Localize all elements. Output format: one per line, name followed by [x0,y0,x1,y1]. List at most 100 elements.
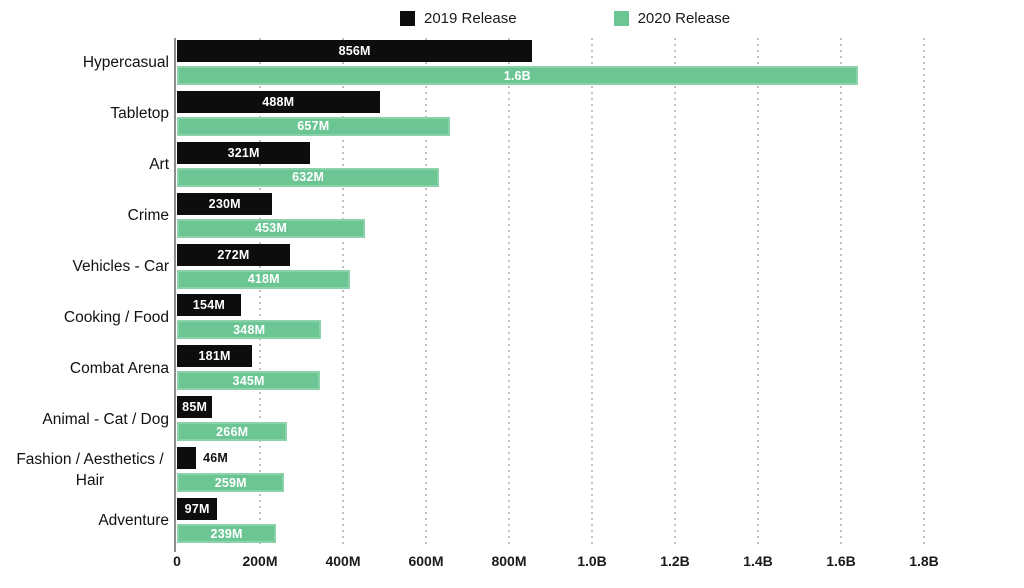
category-label-text: Fashion / Aesthetics / Hair [16,451,164,489]
bar-value-label: 230M [208,196,241,211]
category-label-crime: Crime [0,191,169,242]
category-label-combat-arena: Combat Arena [0,343,169,394]
bar-2019: 856M [177,40,533,62]
category-label-cooking-food: Cooking / Food [0,292,169,343]
bar-2019: 85M [177,396,213,419]
bar-value-label: 259M [214,475,247,490]
bar-value-label: 488M [262,94,295,109]
gridline [591,38,593,547]
x-tick-label: 200M [242,553,278,569]
category-label-text: Hypercasual [82,54,169,72]
legend-item-2019-release: 2019 Release [400,11,517,26]
legend-label-2020: 2020 Release [637,10,731,27]
category-label-text: Combat Arena [69,359,169,377]
bar-2020: 418M [177,269,351,289]
bar-value-label: 418M [247,272,280,287]
bar-value-label: 46M [203,451,228,466]
x-tick-label: 1.0B [577,553,607,569]
category-label-text: Adventure [98,512,169,530]
x-tick-label: 1.8B [909,553,939,569]
bar-value-label: 345M [232,373,265,388]
bar-2019: 97M [177,498,218,521]
category-axis: Hypercasual Tabletop Art Crime Vehicles … [0,38,169,547]
category-label-hypercasual: Hypercasual [0,38,169,89]
bar-group-tabletop: 488M 657M [177,89,924,140]
bar-value-label: 272M [217,247,250,262]
category-label-art: Art [0,140,169,191]
bar-value-label: 453M [254,221,288,236]
bar-group-fashion-aesthetics-hair: 46M 259M [177,445,924,496]
category-label-vehicles-car: Vehicles - Car [0,242,169,293]
bar-2019: 230M [177,192,273,215]
x-tick-label: 800M [491,553,527,569]
bar-2020: 239M [177,524,277,544]
bar-value-label: 632M [292,170,325,185]
bar-value-label: 1.6B [503,68,531,83]
category-label-text: Cooking / Food [63,308,169,326]
bar-group-hypercasual: 856M 1.6B [177,38,924,89]
bar-2020: 259M [177,473,285,493]
bar-2020: 632M [177,167,440,187]
bar-2019: 272M [177,243,290,266]
x-tick-label: 1.6B [826,553,856,569]
bar-value-label: 348M [233,322,266,337]
x-tick-label: 600M [408,553,444,569]
bar-value-label: 154M [192,298,225,313]
bar-group-vehicles-car: 272M 418M [177,242,924,293]
bar-value-label: 266M [216,424,249,439]
x-tick-label: 1.4B [743,553,773,569]
category-label-fashion-aesthetics-hair: Fashion / Aesthetics / Hair [0,445,169,496]
bar-group-art: 321M 632M [177,140,924,191]
bar-value-label: 239M [210,526,243,541]
bar-group-animal-cat-dog: 85M 266M [177,394,924,445]
category-label-text: Art [149,156,169,174]
y-axis-line [174,38,176,553]
x-axis-labels: 0 200M 400M 600M 800M 1.0B 1.2B 1.4B 1.6B 1.8B [173,553,939,573]
category-label-tabletop: Tabletop [0,89,169,140]
bar-value-label: 85M [182,400,208,415]
bar-value-label: 97M [184,502,210,517]
category-label-text: Crime [127,207,169,225]
category-label-text: Tabletop [110,105,169,123]
gridline [508,38,510,547]
bar-2019: 154M [177,294,241,317]
bar-2020: 266M [177,422,288,442]
gridline [342,38,344,547]
bar-value-label: 856M [338,44,371,58]
category-label-text: Animal - Cat / Dog [42,410,169,428]
gridline [425,38,427,547]
legend: 2019 Release 2020 Release [400,11,730,26]
bar-2019: 321M [177,141,311,164]
gridline [259,38,261,547]
legend-item-2020-release: 2020 Release [613,10,731,27]
bar-group-combat-arena: 181M 345M [177,343,924,394]
bar-group-adventure: 97M 239M [177,496,924,547]
gridline [757,38,759,547]
x-tick-label: 400M [325,553,361,569]
bar-2019: 46M [177,447,228,470]
bar-value-label: 657M [297,119,330,134]
bar-group-cooking-food: 154M 348M [177,292,924,343]
bar-2020: 657M [177,116,450,136]
gridline [840,38,842,547]
bar-rows: 856M 1.6B 488M 657M 321M 632M 230M 453M … [177,38,924,547]
bar-2019: 181M [177,345,253,368]
bar-group-crime: 230M 453M [177,191,924,242]
bar-value-label: 181M [198,349,231,364]
bar-2019: 488M [177,90,380,113]
legend-swatch-2020 [613,11,629,26]
bar-2020: 345M [177,371,321,391]
gridline [674,38,676,547]
x-tick-label: 0 [173,553,181,569]
category-label-text: Vehicles - Car [72,257,169,275]
category-label-animal-cat-dog: Animal - Cat / Dog [0,394,169,445]
legend-label-2019: 2019 Release [424,10,517,27]
bar-2020: 453M [177,218,365,238]
category-label-adventure: Adventure [0,496,169,547]
x-tick-label: 1.2B [660,553,690,569]
bar-value-label: 321M [227,145,260,160]
plot-area: 856M 1.6B 488M 657M 321M 632M 230M 453M … [174,38,925,553]
gridline [923,38,925,547]
bar-2020: 348M [177,320,322,340]
